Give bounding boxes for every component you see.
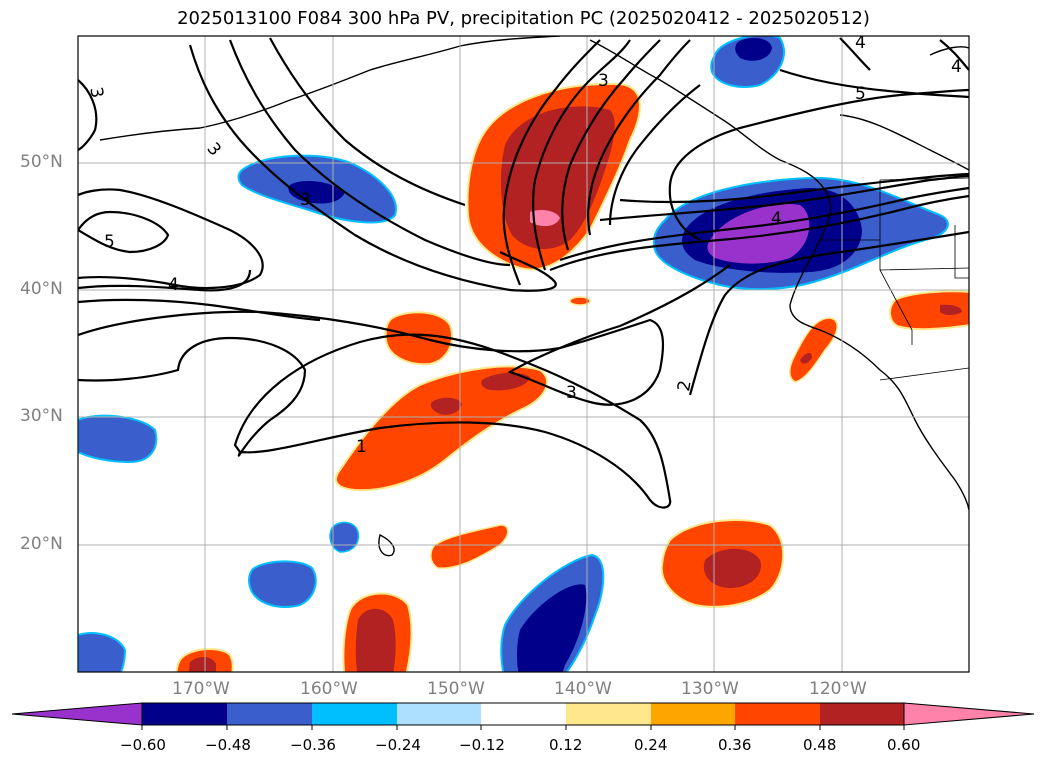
pv-contour-12 bbox=[502, 39, 601, 286]
pv-contour-9 bbox=[188, 44, 557, 292]
precip-blob-blue-southwest bbox=[248, 560, 317, 608]
colorbar-tick-label: 0.36 bbox=[718, 736, 752, 754]
contour-label: 3 bbox=[598, 71, 609, 91]
precip-blob-blue-hawaii bbox=[329, 521, 360, 553]
pv-contour-16 bbox=[608, 84, 701, 226]
pv-contour-18 bbox=[559, 186, 969, 262]
precip-blob-blue-southwest-corner bbox=[78, 632, 127, 672]
colorbar-segment bbox=[312, 703, 397, 725]
precip-blob-20n-east bbox=[660, 519, 785, 608]
colorbar-tick-label: −0.60 bbox=[120, 736, 166, 754]
contour-label: 4 bbox=[168, 275, 179, 295]
precip-blob-east-40n bbox=[889, 290, 969, 331]
pv-contour-20 bbox=[619, 172, 969, 204]
lon-label: 160°W bbox=[300, 679, 358, 699]
pv-contour-3 bbox=[78, 336, 307, 457]
map-title: 2025013100 F084 300 hPa PV, precipitatio… bbox=[177, 8, 870, 29]
pv-contour-2 bbox=[78, 264, 731, 406]
precip-band-central bbox=[334, 365, 549, 492]
map-frame bbox=[77, 35, 970, 673]
pv-contour-24 bbox=[839, 37, 871, 71]
contour-label: 4 bbox=[855, 33, 866, 53]
precip-blob-dot bbox=[569, 296, 591, 306]
gridlines bbox=[78, 36, 969, 672]
contour-label: 3 bbox=[300, 190, 311, 210]
contour-label: 2 bbox=[674, 379, 696, 393]
colorbar-segment bbox=[651, 703, 735, 725]
colorbar-tick-label: −0.48 bbox=[205, 736, 251, 754]
contour-label: 3 bbox=[566, 383, 577, 403]
pv-contour-7 bbox=[78, 210, 170, 254]
contour-label: 4 bbox=[771, 209, 782, 229]
pv-contour-21 bbox=[688, 230, 969, 396]
precip-blob-north bbox=[466, 82, 641, 271]
pv-contour-4 bbox=[78, 298, 321, 322]
pv-contours bbox=[78, 37, 969, 509]
pv-contour-1 bbox=[233, 333, 672, 509]
colorbar-segment bbox=[481, 703, 566, 725]
colorbar-tick-label: 0.48 bbox=[803, 736, 837, 754]
pv-contour-14 bbox=[561, 39, 661, 251]
colorbar-segment bbox=[397, 703, 481, 725]
pv-contour-8 bbox=[78, 79, 98, 151]
colorbar-segment bbox=[142, 703, 227, 725]
precip-blob-south-1 bbox=[342, 592, 413, 672]
pv-contour-11 bbox=[269, 37, 466, 207]
lon-label: 120°W bbox=[809, 679, 867, 699]
lat-label: 40°N bbox=[20, 279, 63, 299]
colorbar-extend-high bbox=[903, 702, 1035, 726]
lat-label: 50°N bbox=[20, 152, 63, 172]
lon-label: 130°W bbox=[681, 679, 739, 699]
colorbar-segment bbox=[227, 703, 312, 725]
contour-label: 5 bbox=[855, 84, 866, 104]
pv-contour-17 bbox=[549, 194, 969, 272]
contour-label: 1 bbox=[356, 437, 367, 457]
colorbar-tick-label: −0.36 bbox=[290, 736, 336, 754]
pv-contour-15 bbox=[587, 39, 691, 236]
colorbar-segment bbox=[735, 703, 820, 725]
contour-label: 4 bbox=[951, 57, 962, 77]
precip-blob-blue-north bbox=[710, 36, 785, 88]
contour-label: 5 bbox=[104, 232, 115, 252]
pv-contour-25 bbox=[939, 39, 969, 71]
pv-contour-19 bbox=[599, 174, 969, 222]
colorbar-tick-label: 0.12 bbox=[549, 736, 583, 754]
colorbar-extend-low bbox=[11, 702, 143, 726]
colorbar-tick-label: −0.12 bbox=[459, 736, 505, 754]
precip-blob-blue-south bbox=[500, 553, 605, 672]
lon-label: 140°W bbox=[554, 679, 612, 699]
colorbar-tick-label: −0.24 bbox=[375, 736, 421, 754]
contour-label: 3 bbox=[85, 86, 107, 100]
pv-contour-10 bbox=[228, 39, 511, 267]
precip-blob-california bbox=[789, 317, 838, 383]
pv-contour-13 bbox=[531, 39, 631, 271]
precip-blob-20n-small bbox=[430, 524, 509, 569]
colorbar-tick-label: 0.60 bbox=[887, 736, 921, 754]
colorbar-tick-label: 0.24 bbox=[634, 736, 668, 754]
lat-label: 20°N bbox=[20, 534, 63, 554]
precip-blob-circle bbox=[384, 311, 453, 366]
pv-contour-23 bbox=[779, 68, 969, 99]
lon-label: 150°W bbox=[427, 679, 485, 699]
lat-label: 30°N bbox=[20, 406, 63, 426]
colorbar bbox=[11, 702, 1035, 730]
contour-labels: 1 2 3 3 3 3 4 4 4 5 5 4 3 bbox=[85, 33, 962, 457]
lon-label: 170°W bbox=[172, 679, 230, 699]
coastlines bbox=[99, 36, 969, 557]
colorbar-segment bbox=[820, 703, 904, 725]
colorbar-segment bbox=[566, 703, 651, 725]
pv-contour-6 bbox=[78, 188, 264, 290]
precip-blob-blue-northwest bbox=[237, 154, 397, 224]
precip-blob-blue-west bbox=[78, 414, 158, 464]
